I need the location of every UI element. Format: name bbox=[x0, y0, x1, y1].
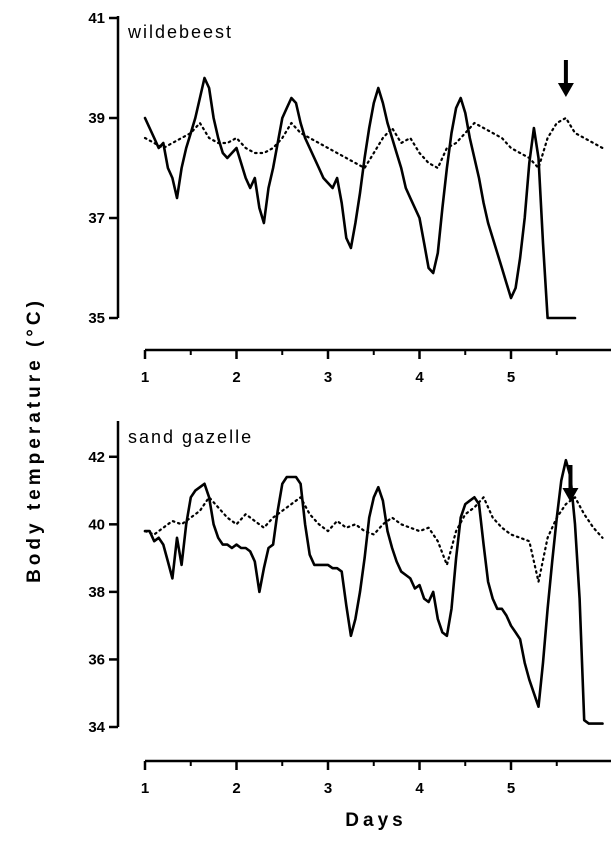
down-arrow-icon bbox=[562, 465, 579, 502]
x-tick-label: 3 bbox=[324, 780, 332, 797]
y-tick-label: 37 bbox=[88, 210, 105, 227]
solid-series-line bbox=[143, 76, 577, 320]
x-tick-label: 5 bbox=[507, 369, 515, 386]
panel-title: wildebeest bbox=[127, 22, 233, 42]
x-tick-label: 2 bbox=[232, 780, 240, 797]
y-tick-label: 34 bbox=[88, 719, 105, 736]
y-axis-title: Body temperature (°C) bbox=[24, 297, 45, 583]
x-tick-label: 3 bbox=[324, 369, 332, 386]
y-tick-label: 39 bbox=[88, 110, 105, 127]
x-tick-label: 4 bbox=[415, 780, 424, 797]
down-arrow-icon bbox=[557, 60, 574, 97]
y-tick-label: 36 bbox=[88, 651, 105, 668]
x-tick-label: 1 bbox=[141, 780, 149, 797]
x-tick-label: 2 bbox=[232, 369, 240, 386]
wildebeest-panel: 35 37 39 41 1 2 3 4 5 wildebeest bbox=[88, 10, 611, 386]
x-tick-label: 5 bbox=[507, 780, 515, 797]
y-tick-label: 40 bbox=[88, 516, 105, 533]
dotted-series-line bbox=[143, 116, 604, 170]
y-tick-label: 38 bbox=[88, 584, 105, 601]
solid-series-line bbox=[143, 458, 604, 725]
x-tick-label: 1 bbox=[141, 369, 149, 386]
x-tick-label: 4 bbox=[415, 369, 424, 386]
y-tick-label: 35 bbox=[88, 310, 105, 327]
y-tick-label: 42 bbox=[88, 449, 105, 466]
x-axis-title: Days bbox=[345, 810, 406, 831]
dotted-series-line bbox=[143, 496, 604, 583]
panel-title: sand gazelle bbox=[128, 427, 253, 447]
y-tick-label: 41 bbox=[88, 10, 105, 27]
